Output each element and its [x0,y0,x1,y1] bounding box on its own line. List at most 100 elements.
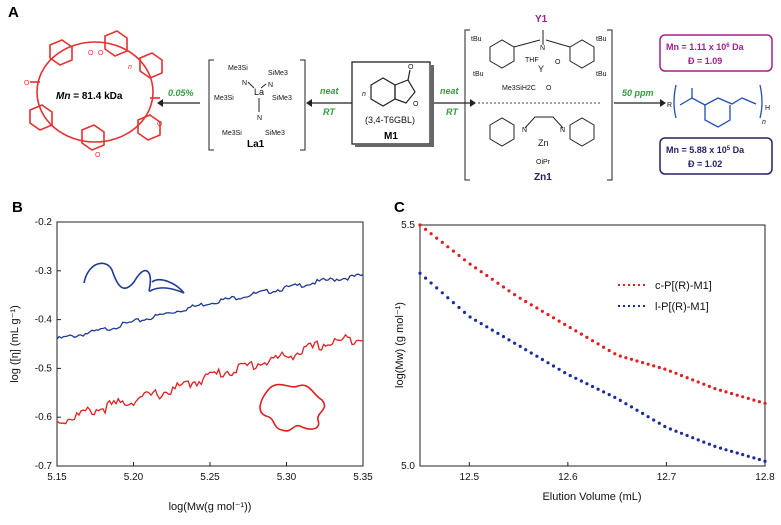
chart-c-point-cyclic [540,309,545,313]
chart-c-point-linear [635,408,639,412]
chart-c-point-linear [563,371,567,375]
svg-text:O: O [555,59,561,66]
chart-c-point-linear [679,431,684,435]
chart-c-ytick-label: 5.5 [401,220,415,231]
chart-c-point-cyclic [735,393,739,397]
chart-c-point-linear [691,436,695,440]
chart-c-point-linear [435,286,439,290]
arrow-left-label: 0.05% [168,88,194,98]
chart-c-point-linear [501,335,506,339]
panel-b: B 5.15 5.20 5.25 5.30 5.35 -0.2 -0.3 -0.4 -0.5 -0… [9,199,373,513]
chart-c-point-cyclic [746,396,750,400]
chart-c-point-cyclic [629,357,634,361]
chart-c-marks: 12.5 12.6 12.7 12.8 5.0 5.5 [401,220,775,483]
chart-c-point-linear [757,457,762,462]
chart-c-point-linear [513,341,517,345]
chart-c-point-cyclic [551,316,556,320]
svg-text:SiMe3: SiMe3 [268,70,288,77]
svg-text:tBu: tBu [471,36,482,43]
chart-c-point-cyclic [585,335,589,339]
chart-c-point-cyclic [474,266,478,270]
svg-text:Me3SiH2C: Me3SiH2C [502,85,536,92]
bracket-la1-left [208,59,214,151]
chart-c-point-cyclic [546,313,550,317]
chart-c-point-cyclic [462,258,467,262]
chart-c-point-linear [468,315,472,319]
chart-c-point-cyclic [624,356,628,360]
result-d-zn1: Đ = 1.02 [688,159,722,169]
chart-c-ytick-label: 5.0 [401,461,415,472]
chart-c-point-cyclic [607,348,611,353]
chart-b-ytick-label: -0.6 [35,412,53,423]
chart-b-ytick-label: -0.7 [35,461,53,472]
chart-c-point-cyclic [490,277,494,281]
chart-c-point-cyclic [657,365,661,370]
chart-c-point-cyclic [424,227,428,231]
linear-chain-icon [83,262,185,294]
svg-text:N: N [560,127,565,134]
chart-c-point-linear [713,444,717,448]
chart-c-point-cyclic [696,380,700,384]
chart-c-point-linear [518,344,522,348]
chart-c-point-linear [429,281,433,285]
chart-c-point-cyclic [579,332,584,336]
chart-c-point-cyclic [513,293,517,297]
chart-c-point-cyclic [557,319,561,323]
chart-c-point-linear [535,354,539,358]
svg-text:H: H [765,105,770,112]
chart-c-point-cyclic [685,376,689,380]
chart-b-series-cyclic [56,333,364,425]
bracket-la1-right [300,59,306,151]
chart-c-point-cyclic [590,339,595,343]
bracket-cat-left [464,29,470,181]
svg-text:Y: Y [538,64,544,74]
chart-c-point-cyclic [713,387,717,391]
la1-structure: Me3Si SiMe3 Me3Si SiMe3 Me3Si SiMe3 La N… [214,65,292,137]
chart-c-point-linear [763,459,767,463]
chart-c-point-cyclic [652,364,656,368]
svg-text:O: O [413,101,419,108]
chart-c-point-cyclic [496,281,500,285]
svg-text:O: O [408,64,414,71]
chart-c-point-linear [602,390,606,394]
svg-text:n: n [762,119,766,126]
chart-c-point-cyclic [518,296,522,300]
chart-c-point-cyclic [674,371,678,375]
chart-b-ytick-label: -0.4 [35,315,53,326]
chart-c-point-cyclic [730,391,734,396]
monomer-name: (3,4-T6GBL) [365,115,415,125]
linear-polymer-structure [673,84,763,128]
chart-c-point-linear [696,438,700,442]
cyclic-o-label-5: O [95,152,101,159]
chart-c-point-cyclic [741,395,745,399]
chart-c-point-linear [574,376,578,380]
chart-c-legend: c-P[(R)-M1] l-P[(R)-M1] [618,280,712,313]
chart-c-point-cyclic [418,223,422,227]
zn1-label: Zn1 [534,172,552,183]
chart-b-xtick-label: 5.15 [47,472,67,483]
legend-label-cyclic: c-P[(R)-M1] [655,280,712,292]
chart-b-ylabel: log ([η] (mL g⁻¹) [9,305,21,383]
chart-c-point-linear [629,405,634,409]
svg-text:SiMe3: SiMe3 [272,95,292,102]
chart-c-point-cyclic [501,285,506,289]
conditions-rt-left: RT [323,107,336,117]
chart-c-point-linear [418,271,422,275]
chart-b-xtick-label: 5.35 [353,472,373,483]
chart-c-point-linear [474,318,478,322]
chart-c-point-linear [607,393,611,397]
chart-c-point-cyclic [668,369,673,373]
chart-c-point-cyclic [468,262,472,266]
svg-text:N: N [242,80,247,87]
chart-c-point-cyclic [451,249,455,253]
chart-c-point-linear [641,411,645,415]
chart-b-ytick-label: -0.2 [35,217,53,228]
chart-c-point-linear [540,357,545,362]
svg-text:tBu: tBu [596,71,607,78]
svg-text:THF: THF [525,57,539,64]
chart-c-point-linear [546,361,550,365]
chart-c-point-linear [446,296,450,300]
conditions-neat-left: neat [320,86,340,96]
chart-c-point-linear [735,451,739,455]
panel-c-letter: C [394,199,405,216]
